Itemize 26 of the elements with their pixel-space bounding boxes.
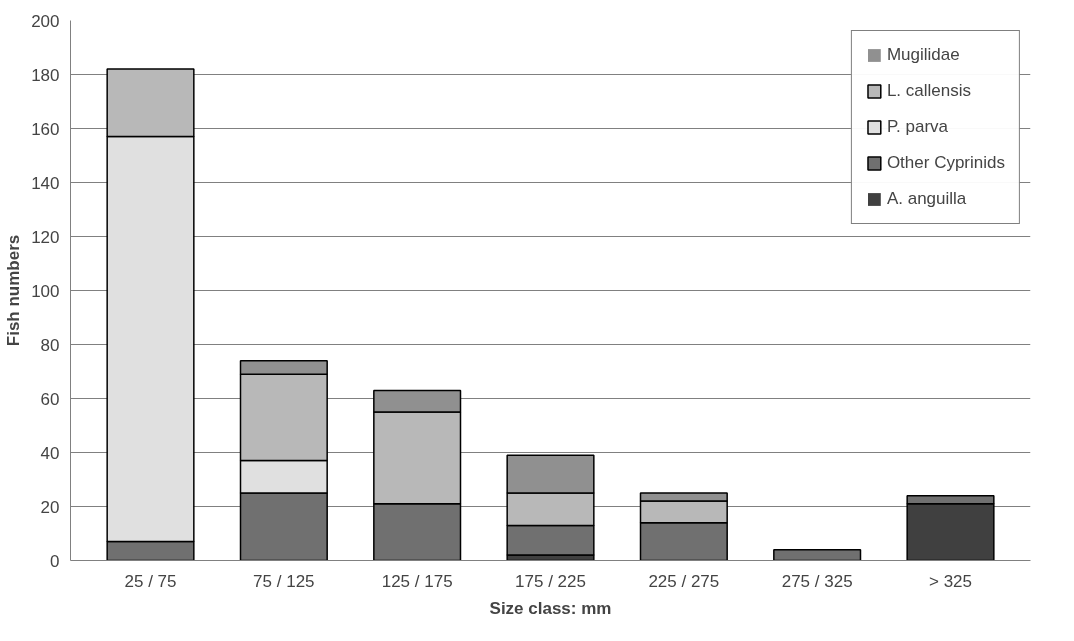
legend-label: P. parva [886,117,949,137]
y-tick-label: 60 [40,389,60,409]
y-tick-label: 180 [31,65,60,85]
y-tick-label: 200 [31,11,60,31]
y-tick-label: 20 [40,497,60,517]
x-tick-label: 125 / 175 [381,571,453,591]
y-tick-label: 0 [50,551,60,571]
x-tick-label: 25 / 75 [124,571,177,591]
y-tick-label: 80 [40,335,60,355]
y-tick-label: 40 [40,443,60,463]
x-tick-label: 225 / 275 [648,571,720,591]
x-tick-label: > 325 [928,571,973,591]
x-tick-label: 75 / 125 [253,571,315,591]
y-tick-label: 120 [31,227,60,247]
legend-label: L. callensis [886,81,971,101]
y-tick-label: 100 [31,281,60,301]
y-tick-label: 160 [31,119,60,139]
legend-label: A. anguilla [886,189,967,209]
x-tick-label: 175 / 225 [515,571,586,591]
x-axis-title: Size class: mm [489,598,612,618]
bar [773,548,862,561]
x-tick-label: 275 / 325 [781,571,853,591]
y-axis-title: Fish numbers [4,234,24,347]
legend-label: Other Cyprinids [886,153,1005,173]
y-tick-label: 140 [31,173,60,193]
legend-label: Mugilidae [886,45,960,65]
